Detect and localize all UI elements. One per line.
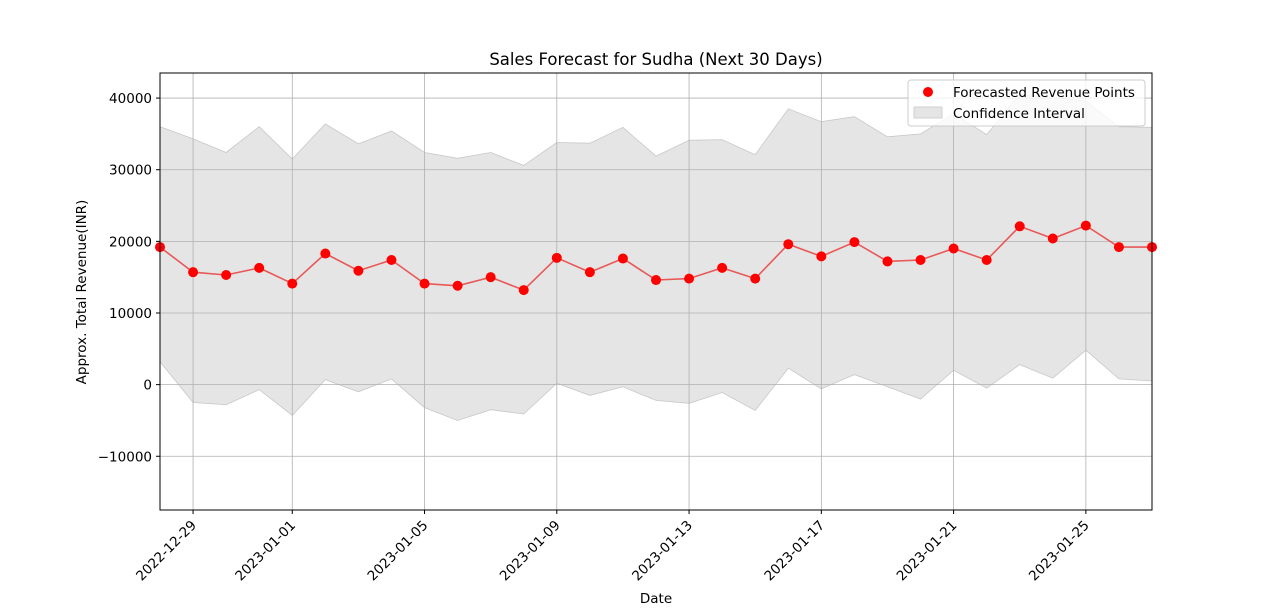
forecast-point [353,265,364,276]
forecast-point [1080,220,1091,231]
y-tick-label: 10000 [109,306,152,322]
forecast-point [1014,221,1025,232]
x-axis-title: Date [640,591,672,607]
forecast-point [419,278,430,289]
y-axis-title: Approx. Total Revenue(INR) [74,200,90,385]
legend-label-confidence: Confidence Interval [953,106,1085,122]
y-tick-label: −10000 [98,449,152,465]
forecast-point [816,251,827,262]
forecast-point [188,267,199,278]
legend-box [907,79,1146,127]
forecast-point [948,243,959,254]
forecast-point [221,270,232,281]
plot-frame [159,72,1153,511]
legend: Forecasted Revenue Points Confidence Int… [907,79,1146,127]
y-tick-label: 20000 [109,234,152,250]
forecast-point [320,248,331,259]
forecast-point [254,262,265,273]
forecast-point [1047,233,1058,244]
forecast-point [750,273,761,284]
y-axis-ticks: −10000 0 10000 20000 30000 40000 [98,91,160,465]
y-tick-label: 40000 [109,91,152,107]
forecast-point [386,254,397,265]
forecast-point [485,272,496,283]
forecast-point [584,267,595,278]
forecast-point [981,254,992,265]
forecast-point [551,252,562,263]
legend-label-forecast: Forecasted Revenue Points [953,85,1135,101]
forecast-point [717,262,728,273]
forecast-points [155,220,1157,296]
y-tick-label: 0 [143,378,152,394]
y-tick-label: 30000 [109,163,152,179]
forecast-point [1113,242,1124,253]
forecast-point [849,237,860,248]
forecast-point [617,253,628,264]
forecast-point [452,280,463,291]
forecast-point [783,239,794,250]
forecast-point [684,273,695,284]
legend-swatch-confidence [913,106,943,119]
forecast-point [518,285,529,296]
forecast-point [882,256,893,267]
chart-title: Sales Forecast for Sudha (Next 30 Days) [489,50,822,69]
legend-marker-forecast [923,87,933,97]
grid-lines [160,73,1152,510]
forecast-point [287,278,298,289]
forecast-point [915,254,926,265]
forecast-point [651,275,661,286]
